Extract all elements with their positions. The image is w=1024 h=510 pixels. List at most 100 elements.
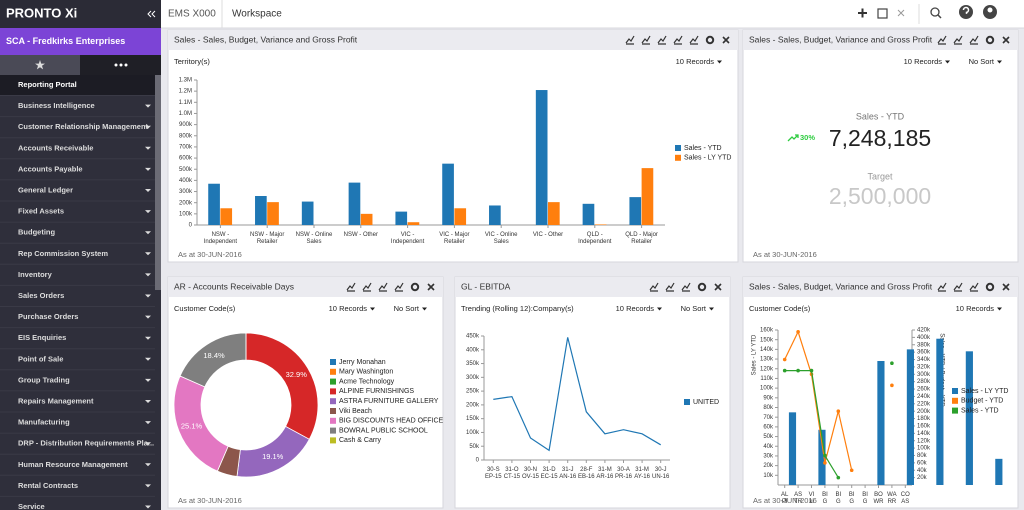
x-tick-label: VIC -Independent — [391, 232, 425, 245]
menu-item[interactable]: Business Intelligence — [18, 101, 95, 110]
label-line: OV-15 — [522, 474, 540, 480]
tool-icon[interactable] — [394, 282, 404, 292]
tool-icon[interactable] — [657, 35, 667, 45]
settings-icon[interactable] — [410, 282, 420, 292]
menu-arrow — [145, 104, 151, 108]
menu-item[interactable]: Service — [18, 502, 45, 510]
bar — [454, 208, 467, 225]
menu-item[interactable]: Rental Contracts — [18, 481, 78, 490]
close-icon[interactable] — [722, 36, 730, 44]
dropdown[interactable]: No Sort — [969, 57, 995, 66]
menu-item[interactable]: Customer Relationship Management — [18, 122, 149, 131]
dropdown[interactable]: 10 Records — [329, 304, 368, 313]
tool-icon[interactable] — [625, 35, 635, 45]
tool-icon[interactable] — [346, 282, 356, 292]
tab[interactable]: Workspace — [232, 9, 282, 20]
label-line: BI — [849, 492, 855, 498]
tool-icon[interactable] — [673, 35, 683, 45]
y-tick-label: 120k — [917, 438, 931, 444]
top-bar — [0, 0, 1024, 28]
menu-item[interactable]: Point of Sale — [18, 354, 63, 363]
dropdown[interactable]: 10 Records — [616, 304, 655, 313]
label-line: BI — [835, 492, 841, 498]
tool-icon[interactable] — [969, 282, 979, 292]
tool-icon[interactable] — [665, 282, 675, 292]
dropdown[interactable]: No Sort — [681, 304, 707, 313]
menu-item[interactable]: Budgeting — [18, 228, 55, 237]
settings-icon[interactable] — [985, 282, 995, 292]
x-tick-label: 31-M AR-16 — [596, 467, 614, 480]
menu-item[interactable]: Accounts Receivable — [18, 143, 93, 152]
close-icon[interactable] — [897, 9, 905, 17]
logo: PRONTO Xi — [6, 5, 77, 20]
bar — [208, 183, 220, 225]
legend-label: BOWRAL PUBLIC SCHOOL — [339, 427, 428, 434]
add-icon[interactable] — [858, 8, 867, 18]
close-icon[interactable] — [714, 283, 722, 291]
menu-item[interactable]: Fixed Assets — [18, 207, 64, 216]
menu-item[interactable]: Sales Orders — [18, 291, 64, 300]
legend-label: Sales - LY YTD — [684, 155, 731, 162]
legend-label: Budget - YTD — [961, 398, 1003, 405]
tool-icon[interactable] — [689, 35, 699, 45]
menu-item[interactable]: EIS Enquiries — [18, 333, 66, 342]
legend-swatch — [675, 145, 681, 151]
collapse-icon[interactable] — [147, 10, 156, 18]
dropdown[interactable]: 10 Records — [676, 57, 715, 66]
menu-item[interactable]: Repairs Management — [18, 396, 94, 405]
menu-item[interactable]: Accounts Payable — [18, 164, 83, 173]
y-tick-label: 600k — [179, 156, 193, 162]
tool-icon[interactable] — [937, 35, 947, 45]
close-icon[interactable] — [1002, 36, 1010, 44]
dropdown[interactable]: 10 Records — [904, 57, 943, 66]
scrollbar[interactable] — [155, 75, 161, 290]
menu-arrow — [145, 146, 151, 150]
panel-subtitle: Customer Code(s) — [749, 304, 811, 313]
label-line: 31-D — [543, 467, 557, 473]
footnote: As at 30-JUN-2016 — [753, 496, 817, 505]
label-line: 31-M — [635, 467, 649, 473]
menu-item[interactable]: DRP - Distribution Requirements Pla... — [18, 439, 154, 448]
x-tick-label: BI G — [822, 492, 828, 505]
menu-item[interactable]: Group Trading — [18, 375, 70, 384]
x-tick-label: NSW - Other — [344, 232, 378, 238]
label-line: 30-S — [487, 467, 500, 473]
bar — [395, 211, 408, 225]
dropdown-arrow — [657, 307, 662, 311]
dropdown-arrow — [370, 307, 375, 311]
search-icon[interactable] — [930, 7, 940, 17]
tab[interactable]: EMS X000 — [168, 9, 216, 20]
menu-item[interactable]: Inventory — [18, 270, 53, 279]
menu-arrow — [145, 294, 151, 298]
settings-icon[interactable] — [985, 35, 995, 45]
menu-item[interactable]: Manufacturing — [18, 418, 70, 427]
menu-item[interactable]: Rep Commission System — [18, 249, 108, 258]
menu-item[interactable]: General Ledger — [18, 185, 73, 194]
label-line: Independent — [391, 239, 425, 245]
tool-icon[interactable] — [969, 35, 979, 45]
slice-label: 19.1% — [262, 452, 284, 461]
tool-icon[interactable] — [641, 35, 651, 45]
settings-icon[interactable] — [705, 35, 715, 45]
label-line: RR — [888, 499, 897, 505]
dropdown[interactable]: 10 Records — [956, 304, 995, 313]
menu-item[interactable]: Purchase Orders — [18, 312, 78, 321]
menu-item[interactable]: Reporting Portal — [18, 80, 77, 89]
close-icon[interactable] — [1002, 283, 1010, 291]
y-tick-label: 20k — [763, 463, 774, 469]
tool-icon[interactable] — [362, 282, 372, 292]
menu-item[interactable]: Human Resource Management — [18, 460, 128, 469]
label-line: NSW - — [212, 232, 230, 238]
tool-icon[interactable] — [681, 282, 691, 292]
tool-icon[interactable] — [953, 35, 963, 45]
settings-icon[interactable] — [697, 282, 707, 292]
dropdown[interactable]: No Sort — [394, 304, 420, 313]
y-tick-label: 130k — [760, 357, 774, 363]
close-icon[interactable] — [427, 283, 435, 291]
tool-icon[interactable] — [649, 282, 659, 292]
tool-icon[interactable] — [937, 282, 947, 292]
save-icon[interactable] — [877, 8, 888, 19]
menu-arrow — [145, 357, 151, 361]
tool-icon[interactable] — [378, 282, 388, 292]
tool-icon[interactable] — [953, 282, 963, 292]
